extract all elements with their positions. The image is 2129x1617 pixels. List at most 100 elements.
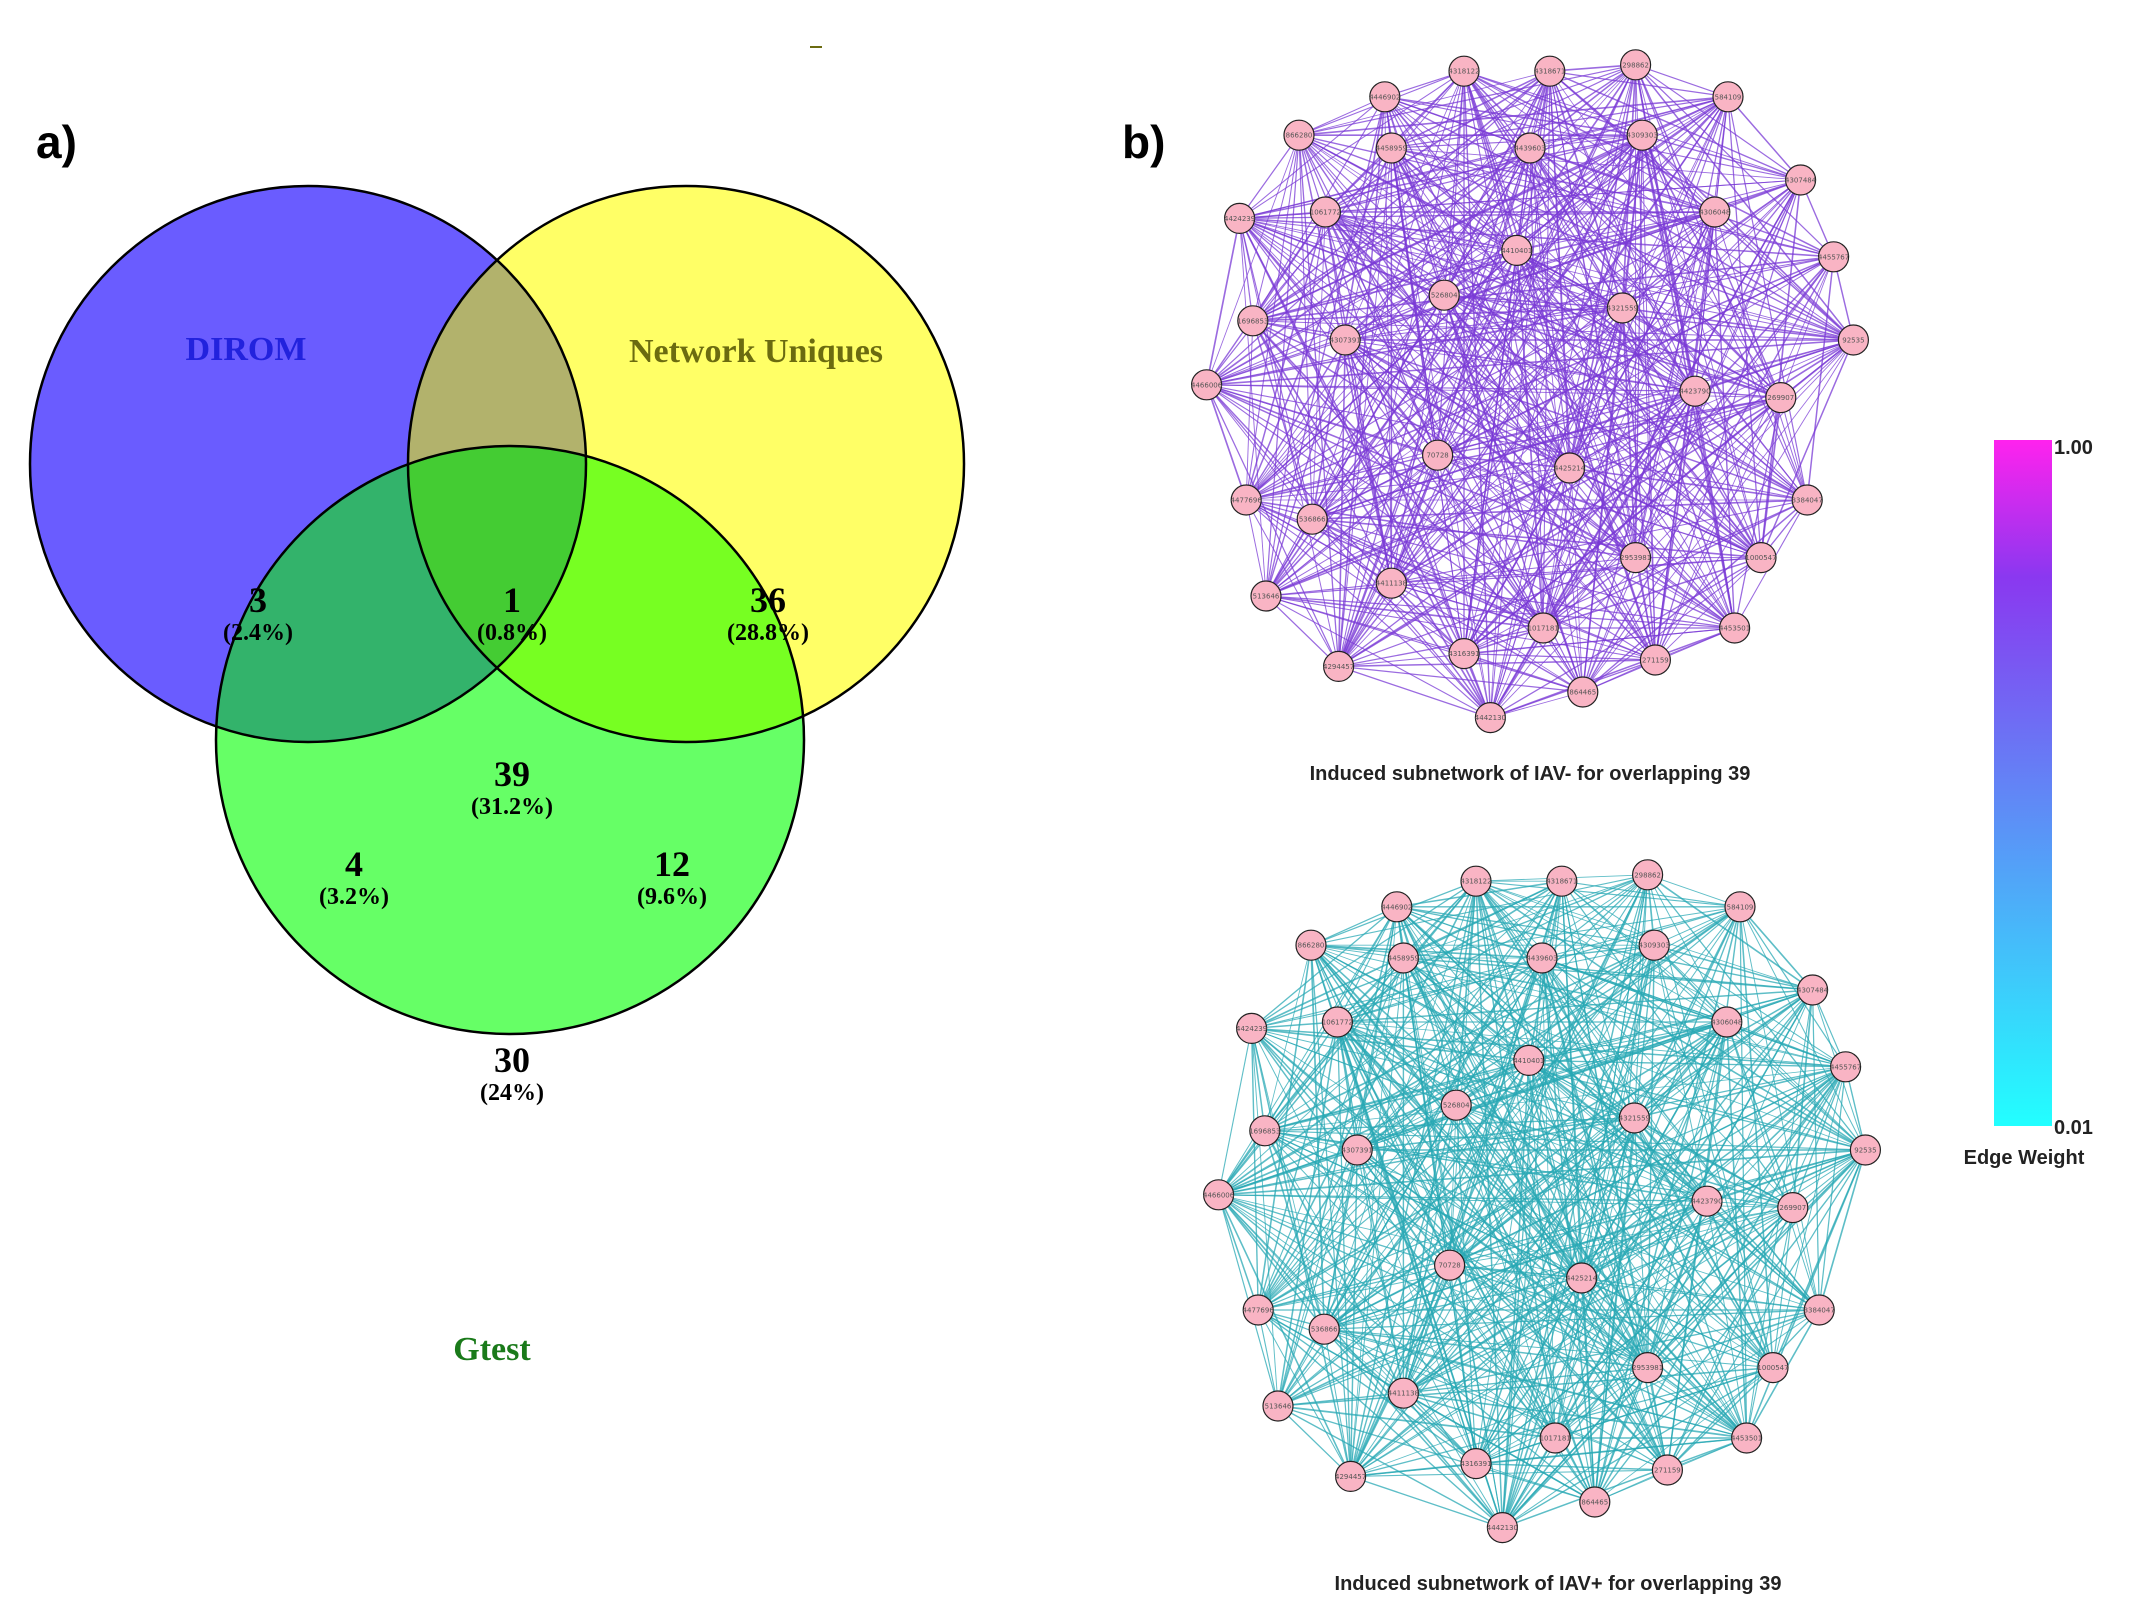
network-edge <box>1258 1264 1450 1311</box>
network-edge <box>1391 147 1715 213</box>
network-edge <box>1635 64 1801 181</box>
network-node-label: 4307391 <box>1330 337 1361 345</box>
network-node-label: 4318671 <box>1546 878 1577 886</box>
network-edge <box>1634 1066 1846 1119</box>
network-edge <box>1245 294 1445 501</box>
network-node: 4439603 <box>1514 132 1546 164</box>
network-node: 4453501 <box>1730 1422 1763 1454</box>
network-edge <box>1569 467 1808 501</box>
network-edge <box>1727 96 1808 501</box>
network-edge <box>1277 1366 1648 1407</box>
network-node-label: 4477696 <box>1231 497 1263 505</box>
network-edge <box>1403 874 1648 959</box>
network-node-circle <box>1699 196 1731 228</box>
network-node: 298862 <box>1619 49 1652 81</box>
network-node-label: 4458959 <box>1388 955 1419 963</box>
network-edge <box>1277 1405 1556 1439</box>
network-edge <box>1501 1200 1708 1528</box>
network-node: 864465 <box>1579 1486 1611 1518</box>
network-edge <box>1311 518 1656 661</box>
network-edge <box>1739 906 1814 991</box>
network-node-label: 4439603 <box>1526 955 1557 963</box>
network-edge <box>1345 307 1623 341</box>
network-edge <box>1402 1265 1451 1394</box>
network-node-circle <box>1202 1179 1235 1211</box>
network-edge <box>1350 906 1398 1477</box>
edge-weight-colorbar: 1.00 0.01 Edge Weight <box>1964 437 2093 1169</box>
network-edge <box>1633 1117 1708 1202</box>
network-edge <box>1264 1130 1556 1439</box>
network-edge <box>1250 1028 1266 1131</box>
colorbar-max-label: 1.00 <box>2054 437 2093 459</box>
network-node-label: 4466006 <box>1191 381 1223 389</box>
network-edge <box>1455 1105 1477 1464</box>
region-count-network-only: 36 <box>750 580 786 620</box>
network-edge <box>1554 1066 1847 1439</box>
network-edge <box>1257 957 1404 1311</box>
network-edge <box>1746 1207 1794 1439</box>
network-edge <box>1635 179 1802 558</box>
network-edge <box>1653 944 1728 1023</box>
network-edge <box>1312 499 1808 521</box>
colorbar-gradient <box>1994 440 2052 1126</box>
network-edge <box>1350 1469 1668 1477</box>
network-node: 4425214 <box>1553 452 1586 484</box>
network-edge <box>1239 147 1531 219</box>
network-node-label: 4306048 <box>1699 209 1730 217</box>
network-edge <box>1336 1021 1556 1439</box>
network-edge <box>1311 518 1544 629</box>
network-edge <box>1646 1367 1669 1471</box>
network-edge <box>1206 384 1696 392</box>
network-node: 4458959 <box>1387 942 1420 974</box>
network-edge <box>1324 1309 1820 1330</box>
network-node-label: 526804 <box>1431 292 1458 300</box>
network-edge <box>1402 1392 1503 1528</box>
network-edge <box>1252 307 1623 322</box>
network-edge <box>1252 147 1531 322</box>
network-node: 4446902 <box>1381 891 1413 923</box>
network-edge <box>1312 518 1762 559</box>
network-node-circle <box>1249 1115 1281 1147</box>
network-node-circle <box>1321 1006 1354 1038</box>
network-node-circle <box>1639 644 1672 676</box>
network-edge <box>1529 147 1544 629</box>
network-node-circle <box>1375 567 1408 599</box>
network-edge <box>1529 64 1637 149</box>
network-edge <box>1443 294 1762 559</box>
network-edge <box>1251 1027 1748 1439</box>
network-edge <box>1391 557 1636 584</box>
network-edge <box>1694 179 1802 392</box>
network-edge <box>1251 906 1398 1029</box>
network-edge <box>1277 1200 1708 1407</box>
network-node-label: 526804 <box>1443 1102 1470 1110</box>
network-edge <box>1403 906 1741 959</box>
network-node-circle <box>1817 241 1850 273</box>
network-edge <box>1311 294 1445 520</box>
network-edge <box>1694 391 1736 629</box>
network-node-circle <box>1803 1294 1835 1326</box>
network-edge <box>1403 1392 1556 1439</box>
network-edge <box>1818 1149 1867 1311</box>
network-edge <box>1350 1200 1708 1477</box>
network-node-circle <box>1579 1486 1611 1518</box>
network-edge <box>1217 1194 1352 1477</box>
network-edge <box>1641 134 1854 341</box>
network-edge <box>1390 582 1465 655</box>
network-node: 4424239 <box>1235 1012 1268 1045</box>
network-edge <box>1251 880 1477 1029</box>
network-node-label: 866280 <box>1298 942 1325 950</box>
network-edge <box>1727 96 1802 181</box>
network-edge <box>1647 874 1741 908</box>
caption-iav-minus: Induced subnetwork of IAV- for overlappi… <box>1310 763 1751 785</box>
network-node: 2953981 <box>1631 1351 1664 1384</box>
network-edge <box>1264 1130 1405 1394</box>
network-edge <box>1581 1277 1774 1369</box>
network-node-circle <box>1631 1351 1664 1384</box>
network-edge <box>1444 294 1854 341</box>
network-node-circle <box>1341 1134 1373 1166</box>
network-node-label: 513646 <box>1265 1403 1292 1411</box>
network-edge <box>1324 1328 1668 1471</box>
network-edge <box>1257 1066 1846 1311</box>
network-edge <box>1502 1437 1556 1528</box>
network-edge <box>1264 944 1655 1132</box>
